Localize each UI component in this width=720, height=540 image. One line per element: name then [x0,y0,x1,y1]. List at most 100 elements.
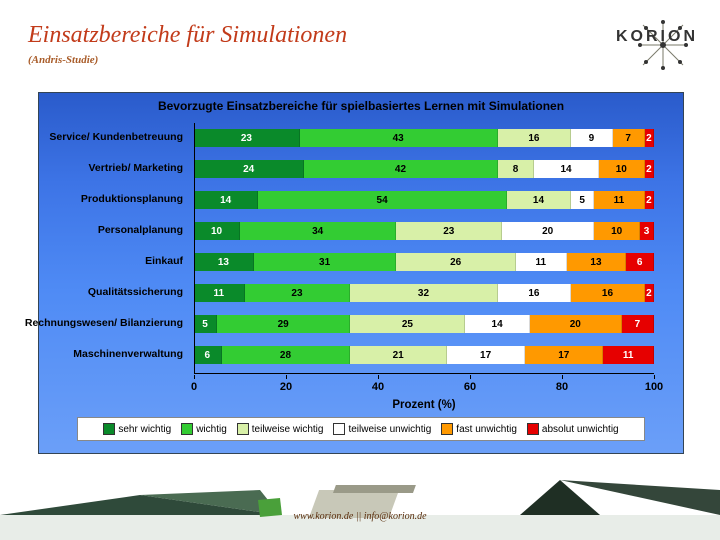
bar-segment: 2 [645,284,654,302]
legend-label: fast unwichtig [456,424,517,435]
bar-segment: 10 [594,222,640,240]
bar-segment: 8 [498,160,535,178]
legend-item: fast unwichtig [441,423,517,435]
bar-segment: 2 [645,129,654,147]
legend: sehr wichtig wichtig teilweise wichtig teil… [77,417,645,441]
bar-segment: 7 [622,315,654,333]
bar-segment: 16 [498,284,572,302]
bar-row: 5292514207 [194,315,654,333]
bar-segment: 11 [516,253,567,271]
bar-segment: 13 [567,253,627,271]
legend-label: teilweise wichtig [252,424,324,435]
x-tick [378,375,379,379]
bar-segment: 43 [300,129,498,147]
legend-swatch [181,423,193,435]
bar-row: 1454145112 [194,191,654,209]
y-axis-line [194,123,195,373]
bar-row: 10342320103 [194,222,654,240]
bar-segment: 16 [571,284,645,302]
x-tick-label: 100 [645,381,663,393]
x-tick-label: 60 [464,381,476,393]
logo-text: KORION [616,28,698,46]
x-axis: Prozent (%) 020406080100 [194,375,654,415]
bar-segment: 5 [571,191,594,209]
bar-segment: 3 [640,222,654,240]
bar-segment: 2 [645,191,654,209]
bar-segment: 23 [245,284,351,302]
bar-segment: 17 [525,346,603,364]
x-tick-label: 40 [372,381,384,393]
bar-segment: 6 [626,253,654,271]
bar-segment: 10 [599,160,645,178]
bar-segment: 20 [502,222,594,240]
bar-segment: 32 [350,284,497,302]
bar-segment: 31 [254,253,397,271]
slide: { "header":{ "title":"Einsatzbereiche fü… [0,0,720,540]
x-tick-label: 0 [191,381,197,393]
legend-swatch [333,423,345,435]
bar-segment: 34 [240,222,396,240]
x-axis-line [194,373,654,374]
bar-segment: 11 [594,191,645,209]
x-tick [286,375,287,379]
legend-label: sehr wichtig [118,424,171,435]
bar-segment: 13 [194,253,254,271]
bar-segment: 14 [465,315,529,333]
bar-segment: 7 [613,129,645,147]
y-axis-labels: Service/ KundenbetreuungVertrieb/ Market… [39,123,189,373]
category-label: Einkauf [145,255,183,267]
page-title: Einsatzbereiche für Simulationen [28,22,347,49]
bar-segment: 21 [350,346,447,364]
page-subtitle: (Andris-Studie) [28,54,98,66]
chart-title: Bevorzugte Einsatzbereiche für spielbasi… [39,99,683,113]
category-label: Produktionsplanung [81,193,183,205]
bar-segment: 17 [447,346,525,364]
plot-area: 2343169722442814102145414511210342320103… [194,123,654,373]
x-tick [194,375,195,379]
bar-row: 234316972 [194,129,654,147]
bar-row: 11233216162 [194,284,654,302]
bar-segment: 42 [304,160,497,178]
x-tick [562,375,563,379]
legend-item: wichtig [181,423,227,435]
x-tick-label: 20 [280,381,292,393]
legend-label: teilweise unwichtig [348,424,431,435]
bar-segment: 54 [258,191,506,209]
bar-segment: 14 [194,191,258,209]
category-label: Rechnungswesen/ Bilanzierung [25,317,183,329]
bar-segment: 20 [530,315,622,333]
legend-label: wichtig [196,424,227,435]
legend-swatch [103,423,115,435]
x-tick-label: 80 [556,381,568,393]
x-tick [654,375,655,379]
footer-text: www.korion.de || info@korion.de [0,511,720,522]
bar-segment: 5 [194,315,217,333]
category-label: Vertrieb/ Marketing [88,162,183,174]
bar-segment: 25 [350,315,465,333]
legend-swatch [527,423,539,435]
bar-segment: 6 [194,346,222,364]
bar-segment: 24 [194,160,304,178]
legend-swatch [237,423,249,435]
bar-segment: 10 [194,222,240,240]
legend-item: teilweise wichtig [237,423,324,435]
bar-row: 2442814102 [194,160,654,178]
bar-segment: 29 [217,315,350,333]
bar-segment: 11 [603,346,654,364]
legend-item: absolut unwichtig [527,423,619,435]
x-axis-label: Prozent (%) [194,399,654,411]
chart-panel: Bevorzugte Einsatzbereiche für spielbasi… [38,92,684,454]
legend-item: teilweise unwichtig [333,423,431,435]
bar-segment: 14 [507,191,571,209]
bar-segment: 28 [222,346,351,364]
bar-segment: 26 [396,253,516,271]
bar-segment: 11 [194,284,245,302]
bar-segment: 23 [194,129,300,147]
bar-segment: 2 [645,160,654,178]
legend-swatch [441,423,453,435]
legend-label: absolut unwichtig [542,424,619,435]
bar-segment: 14 [534,160,598,178]
category-label: Qualitätssicherung [88,286,183,298]
category-label: Maschinenverwaltung [73,348,183,360]
bar-row: 62821171711 [194,346,654,364]
